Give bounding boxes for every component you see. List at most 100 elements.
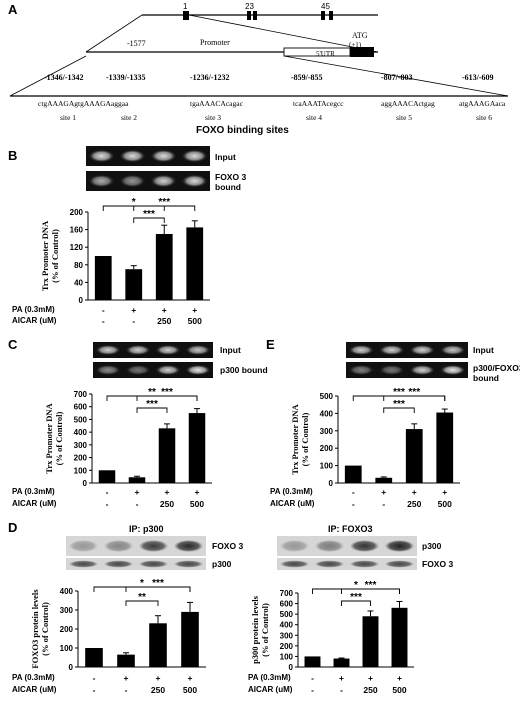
gel-e-bound-bands-band <box>439 364 466 376</box>
significance-stars: * <box>132 197 136 208</box>
gene-map: 1 23 45 -1577 Promoter ATG (+1) 5'UTR -1… <box>9 2 509 136</box>
blot-d-left-top-band <box>138 540 169 552</box>
pa-condition: - <box>93 673 96 683</box>
aicar-condition: - <box>311 685 314 695</box>
aicar-condition: 250 <box>151 685 165 695</box>
gel-b-input-bands-band <box>119 149 146 163</box>
gel-e-bound-bands <box>348 364 466 376</box>
chart-panel-e: 0 100 200 300 400 500 Trx Promoter DNA (% of Co… <box>290 387 460 509</box>
significance-bracket <box>383 407 415 413</box>
aicar-condition: - <box>340 685 343 695</box>
blot-d-right-bottom-band <box>314 560 345 568</box>
blot-d-left-bottom-band <box>173 560 204 568</box>
pa-condition: + <box>165 487 170 497</box>
y-axis-label: Trx Promoter DNA <box>40 220 50 291</box>
blot-d-right-top <box>279 540 415 552</box>
gel-e-input-bands-band <box>409 344 436 356</box>
gel-b-input-bands-band <box>181 149 208 163</box>
gel-c-input-bands-band <box>125 344 151 356</box>
blot-d-left-top-band <box>103 540 134 552</box>
gel-b-bound-bands <box>88 174 208 188</box>
pa-label-d1: PA (0.3mM) <box>12 673 55 682</box>
gel-c-input-bands-band <box>155 344 181 356</box>
blot-d-left <box>66 536 206 570</box>
gel-c-bound-bands-band <box>185 364 211 376</box>
promoter-start-label: -1577 <box>127 39 146 48</box>
exon-label-45: 45 <box>321 2 330 11</box>
gel-b-bound-bands-band <box>150 174 177 188</box>
bar-pa <box>333 658 350 667</box>
site-seq-5: aggAAACActgag <box>381 99 435 108</box>
gel-b-input-bands-band <box>150 149 177 163</box>
y-tick-label: 400 <box>320 409 334 418</box>
aicar-condition: - <box>93 685 96 695</box>
y-tick-label: 100 <box>280 652 294 661</box>
bar-control <box>304 656 321 667</box>
utr-label: 5'UTR <box>316 50 335 58</box>
bar-pa-aicar-250 <box>405 429 423 483</box>
aicar-condition: - <box>382 499 385 509</box>
bar-control <box>94 256 112 300</box>
y-tick-label: 400 <box>60 587 74 596</box>
significance-stars: *** <box>158 197 170 208</box>
aicar-condition: - <box>106 499 109 509</box>
panel-label-d: D <box>8 520 17 535</box>
panel-label-e: E <box>266 337 275 352</box>
blot-d-right-bottom <box>279 560 415 568</box>
y-tick-label: 300 <box>74 441 88 450</box>
ip-label-right: IP: FOXO3 <box>328 524 373 534</box>
significance-stars: *** <box>393 387 405 398</box>
exon-2 <box>247 11 251 20</box>
y-tick-label: 300 <box>280 631 294 640</box>
gel-e-input-bands-band <box>348 344 375 356</box>
y-tick-label: 80 <box>74 261 83 270</box>
pa-label-c: PA (0.3mM) <box>12 487 55 496</box>
site-name-5: site 5 <box>396 113 412 122</box>
gel-e-bound-bands-band <box>409 364 436 376</box>
blot-d-left-bottom <box>68 560 204 568</box>
gel-b-bound-bands-band <box>88 174 115 188</box>
site-coords-4: -859/-855 <box>291 73 323 82</box>
gel-e-input-bands-band <box>378 344 405 356</box>
pa-label-b: PA (0.3mM) <box>12 305 55 314</box>
blot-d-right-top-band <box>384 540 415 552</box>
aicar-condition: - <box>352 499 355 509</box>
pa-condition: + <box>397 673 402 683</box>
blot-left-p300-label: p300 <box>212 559 232 569</box>
significance-stars: *** <box>365 580 377 591</box>
y-axis-label: (% of Control) <box>54 411 64 465</box>
significance-stars: *** <box>152 578 164 589</box>
y-tick-label: 500 <box>280 610 294 619</box>
gel-b-bound-label: bound <box>215 182 241 192</box>
aicar-label-e: AICAR (uM) <box>270 499 315 508</box>
chart-panel-b: 0 40 80 120 160 200 Trx Promoter DNA (% of Cont… <box>40 197 210 326</box>
aicar-condition: - <box>102 316 105 326</box>
gel-b-bound-bands-band <box>119 174 146 188</box>
site-coords-1: -1346/-1342 <box>44 73 84 82</box>
site-coords-6: -613/-609 <box>462 73 494 82</box>
atg-position-label: (+1) <box>349 41 362 49</box>
significance-bracket <box>136 407 168 413</box>
aicar-condition: 500 <box>188 316 202 326</box>
aicar-condition: 500 <box>183 685 197 695</box>
y-tick-label: 400 <box>280 621 294 630</box>
pa-condition: - <box>311 673 314 683</box>
blot-d-right-bottom-band <box>349 560 380 568</box>
gel-e-input-bands <box>348 344 466 356</box>
site-seq-4: tcaAAATAcegcc <box>293 99 344 108</box>
site-name-2: site 2 <box>121 113 137 122</box>
pa-condition: - <box>106 487 109 497</box>
y-axis-label: (% of Control) <box>50 229 60 283</box>
bar-control <box>344 465 362 483</box>
y-tick-label: 500 <box>74 415 88 424</box>
significance-stars: *** <box>143 209 155 220</box>
blot-left-foxo-label: FOXO 3 <box>212 541 243 551</box>
pa-label-d2: PA (0.3mM) <box>248 673 291 682</box>
bar-pa-aicar-500 <box>181 611 199 667</box>
pa-condition: + <box>195 487 200 497</box>
site-seq-3: tgaAAACAcagac <box>190 99 244 108</box>
blot-d-left-top-band <box>173 540 204 552</box>
panel-label-c: C <box>8 337 18 352</box>
pa-condition: + <box>156 673 161 683</box>
gel-b-bound-bands-band <box>181 174 208 188</box>
